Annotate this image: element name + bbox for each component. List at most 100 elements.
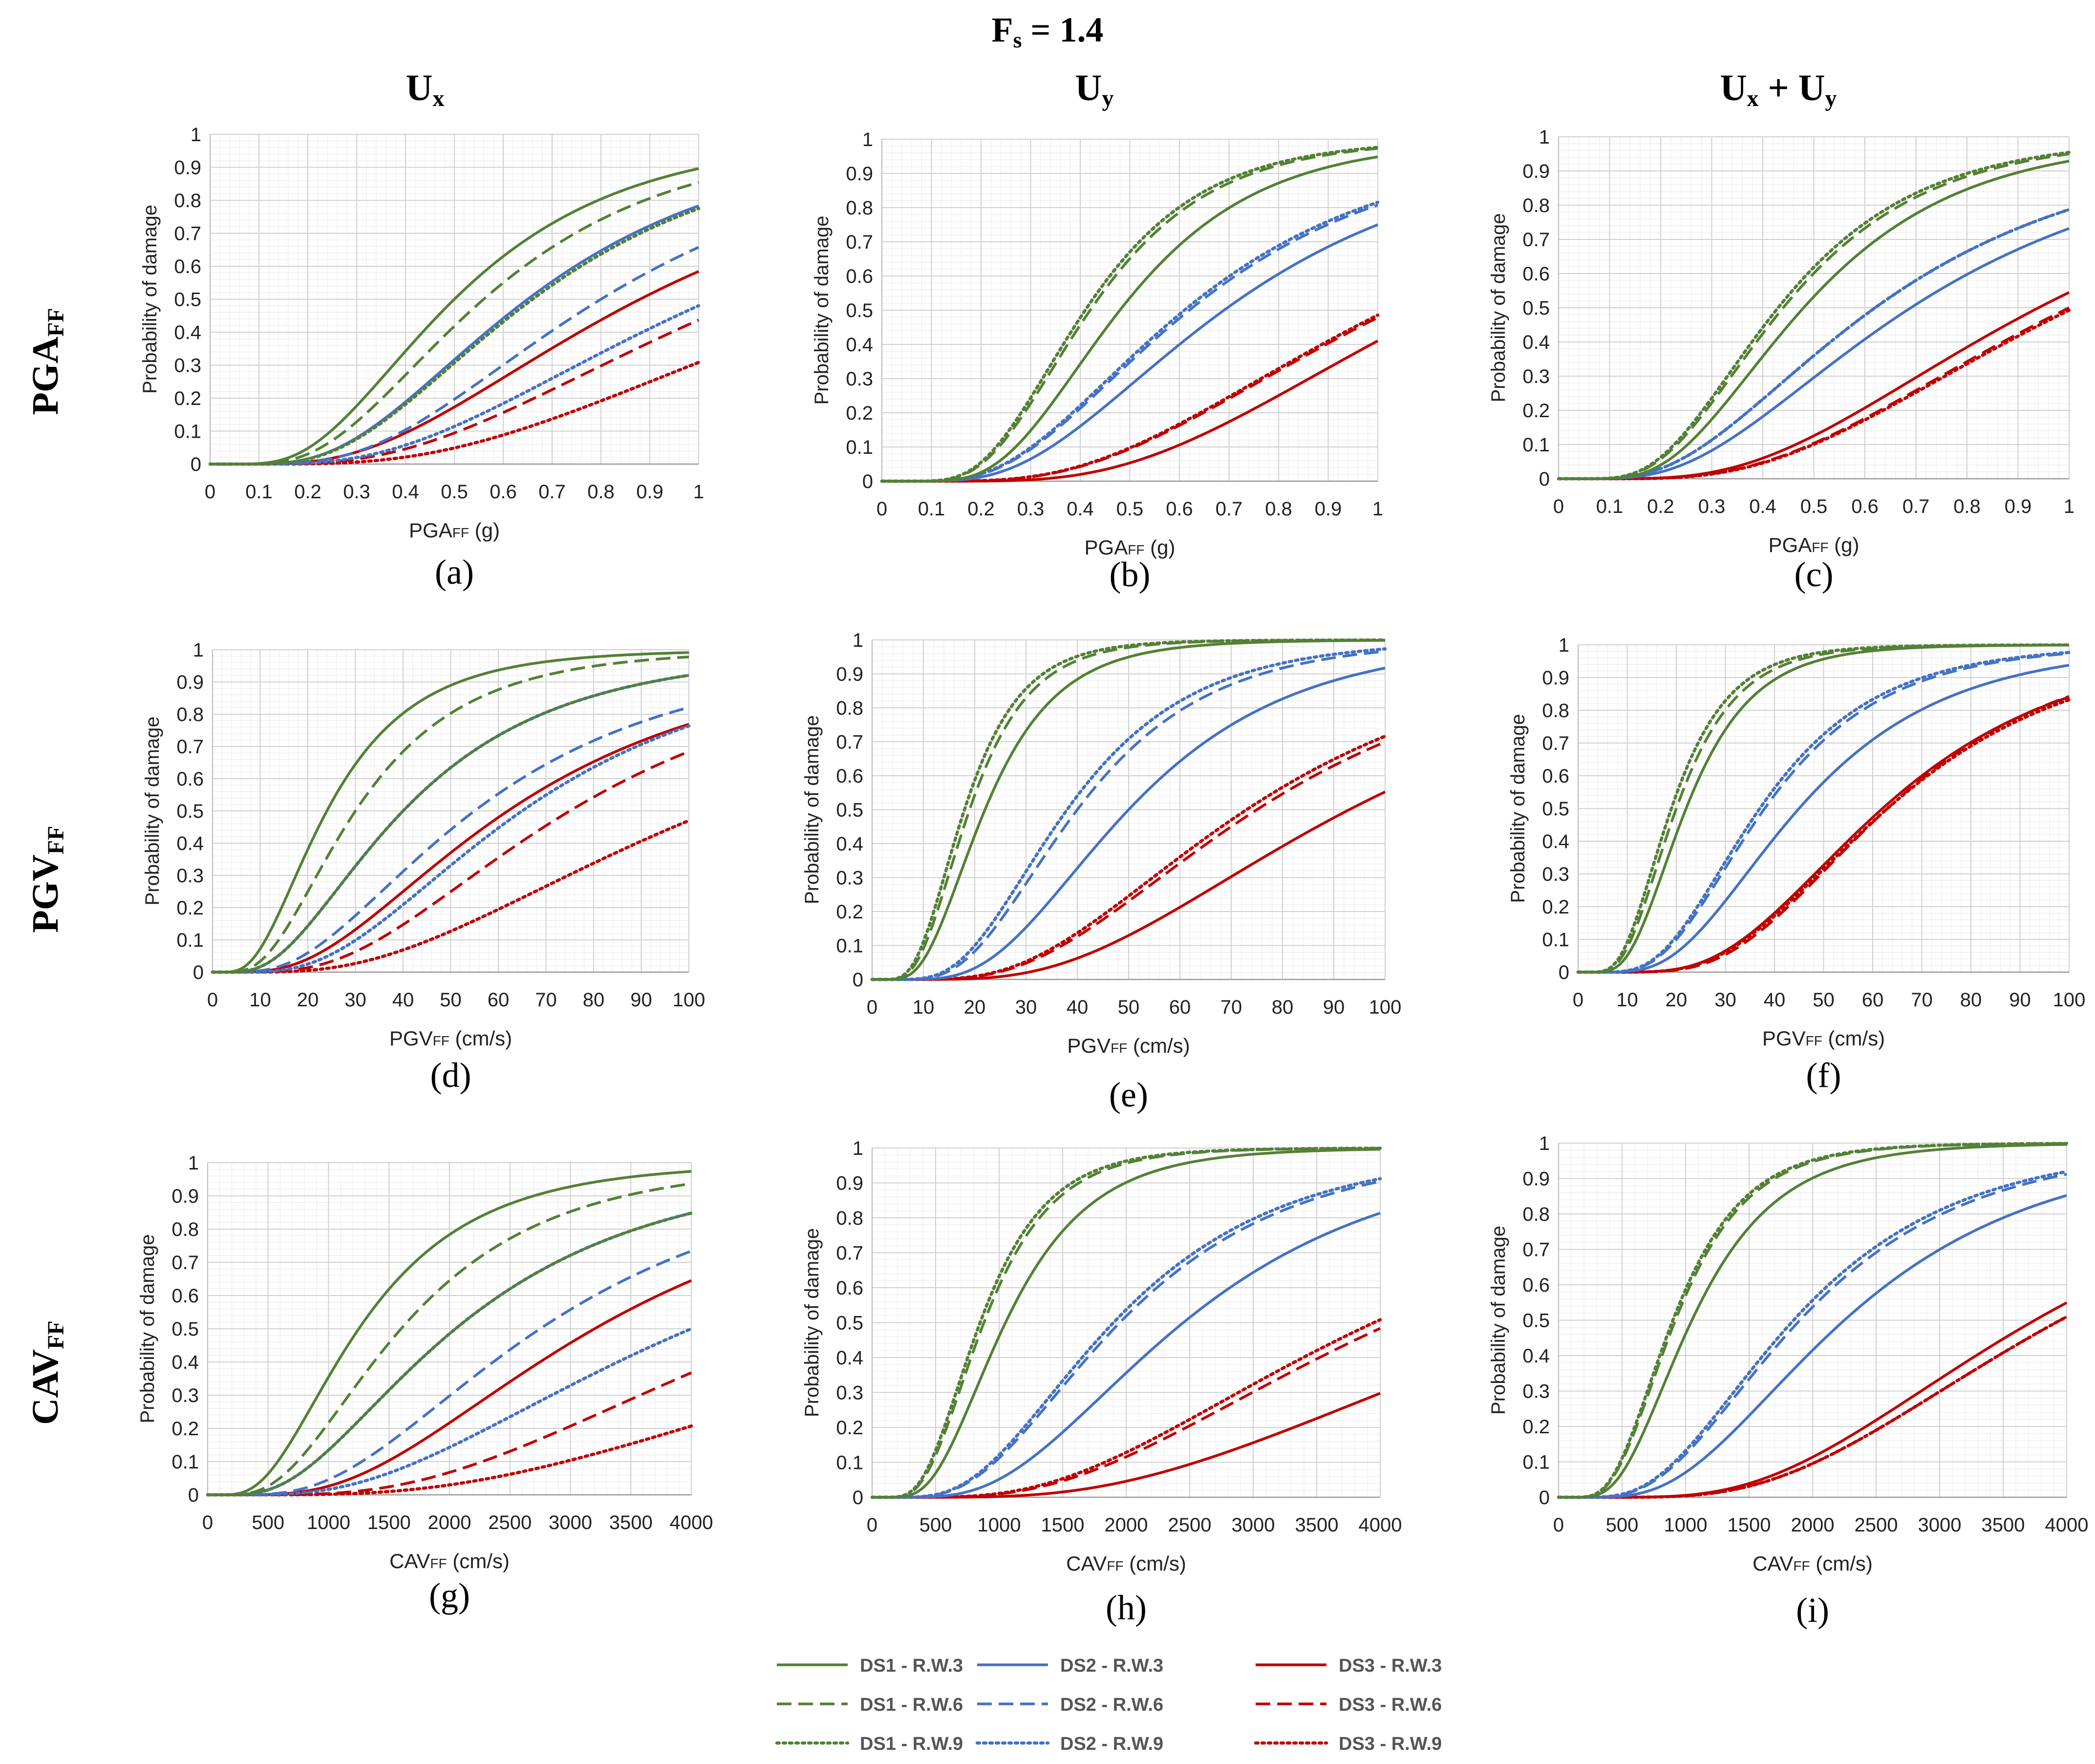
major-grid bbox=[210, 134, 699, 465]
x-tick-label: 0.8 bbox=[1953, 496, 1981, 517]
row-title-cav: CAVFF bbox=[25, 1320, 69, 1425]
y-tick-label: 0 bbox=[1539, 1487, 1550, 1509]
series-line-ds2-r-w-3 bbox=[872, 1211, 1381, 1499]
x-tick-label: 0.7 bbox=[538, 481, 566, 503]
y-tick-label: 0.7 bbox=[1522, 229, 1550, 251]
x-tick-label: 3000 bbox=[1232, 1514, 1275, 1536]
y-tick-label: 0.4 bbox=[1542, 831, 1569, 852]
x-tick-label: 1 bbox=[1372, 498, 1383, 520]
series-line-ds3-r-w-6 bbox=[1559, 306, 2070, 480]
y-tick-label: 0.1 bbox=[846, 437, 873, 458]
series-group bbox=[208, 167, 701, 466]
column-title-uy: Uy bbox=[1075, 67, 1114, 111]
x-tick-label: 1 bbox=[693, 481, 704, 503]
series-group bbox=[206, 1170, 693, 1497]
y-tick-label: 0.8 bbox=[1522, 195, 1550, 216]
y-tick-label: 1 bbox=[1559, 635, 1569, 656]
x-tick-label: 3000 bbox=[1918, 1514, 1962, 1536]
panel-e: 0 10 20 30 40 50 60 70 80 90 100 0 0.1 0.2 0.3 0.4 0.5 0.… bbox=[801, 630, 1401, 1114]
y-tick-label: 0 bbox=[191, 454, 201, 475]
x-tick-label: 0 bbox=[205, 481, 215, 503]
y-tick-label: 0 bbox=[1559, 962, 1569, 983]
y-tick-label: 0.8 bbox=[174, 190, 201, 212]
x-tick-label: 2000 bbox=[428, 1512, 471, 1533]
y-tick-label: 0.3 bbox=[1542, 864, 1569, 885]
y-tick-label: 0.1 bbox=[171, 1451, 199, 1473]
y-tick-label: 0.3 bbox=[846, 368, 873, 390]
y-tick-label: 0.2 bbox=[846, 403, 873, 424]
y-axis-title: Probability of damage bbox=[811, 216, 833, 405]
y-tick-label: 0 bbox=[188, 1485, 199, 1506]
y-tick-label: 1 bbox=[193, 639, 204, 661]
y-tick-label: 0.2 bbox=[836, 901, 863, 923]
y-tick-label: 0.5 bbox=[1522, 1310, 1550, 1332]
y-tick-label: 0.7 bbox=[1542, 733, 1569, 754]
series-line-ds2-r-w-6 bbox=[872, 1180, 1381, 1499]
x-tick-label: 0 bbox=[1553, 1514, 1564, 1536]
series-line-ds2-r-w-9 bbox=[208, 304, 701, 466]
x-tick-label: 0 bbox=[1553, 496, 1564, 517]
panel-b: 0 0.1 0.2 0.3 0.4 0.5 0.6 0.7 0.8 0.9 1 0 0.1 0.2 0.3 0… bbox=[811, 129, 1383, 594]
panel-g: 0 500 1000 1500 2000 2500 3000 3500 4000 0 0.1 0.2 0… bbox=[137, 1152, 713, 1615]
row-title-pga: PGAFF bbox=[25, 308, 69, 415]
x-tick-label: 3500 bbox=[609, 1512, 653, 1533]
y-tick-label: 0.2 bbox=[176, 897, 204, 919]
y-tick-label: 0.4 bbox=[836, 1347, 863, 1369]
y-tick-label: 0.6 bbox=[1522, 263, 1550, 285]
y-tick-label: 0.4 bbox=[176, 833, 204, 854]
y-tick-label: 1 bbox=[853, 1138, 863, 1159]
x-tick-label: 0.5 bbox=[441, 481, 468, 503]
x-tick-label: 2000 bbox=[1105, 1514, 1148, 1536]
y-axis-title: Probability of damage bbox=[142, 717, 163, 906]
series-line-ds1-r-w-3 bbox=[1578, 643, 2070, 974]
series-line-ds1-r-w-3 bbox=[882, 155, 1378, 483]
x-tick-label: 10 bbox=[249, 989, 271, 1011]
y-tick-label: 0.1 bbox=[1542, 929, 1569, 951]
series-line-ds1-r-w-3 bbox=[213, 651, 689, 974]
y-tick-label: 0.5 bbox=[1542, 798, 1569, 820]
series-line-ds2-r-w-9 bbox=[206, 1327, 693, 1497]
x-axis-title: CAVFF (cm/s) bbox=[1066, 1552, 1186, 1575]
x-tick-label: 70 bbox=[1220, 997, 1242, 1018]
panel-label: (a) bbox=[435, 553, 474, 592]
y-tick-label: 0.4 bbox=[174, 322, 201, 343]
x-tick-label: 70 bbox=[535, 989, 557, 1011]
x-tick-label: 500 bbox=[1606, 1514, 1639, 1536]
panel-c: 0 0.1 0.2 0.3 0.4 0.5 0.6 0.7 0.8 0.9 1 0 0.1 0.2 0.3 0… bbox=[1488, 127, 2074, 594]
y-tick-label: 0.9 bbox=[174, 157, 201, 179]
legend-item: DS3 - R.W.3 bbox=[1256, 1656, 1442, 1676]
series-line-ds3-r-w-6 bbox=[872, 741, 1386, 981]
series-group bbox=[1557, 150, 2071, 481]
series-line-ds1-r-w-9 bbox=[870, 1147, 1382, 1499]
x-tick-label: 90 bbox=[630, 989, 652, 1011]
y-tick-label: 0.6 bbox=[171, 1285, 199, 1307]
series-line-ds2-r-w-6 bbox=[210, 246, 700, 466]
y-tick-label: 0.6 bbox=[174, 256, 201, 277]
series-line-ds1-r-w-9 bbox=[208, 207, 701, 466]
x-tick-label: 0 bbox=[207, 989, 218, 1011]
panel-i: 0 500 1000 1500 2000 2500 3000 3500 4000 0 0.1 0.2 0… bbox=[1488, 1133, 2088, 1630]
x-tick-label: 2500 bbox=[488, 1512, 532, 1533]
series-line-ds1-r-w-3 bbox=[872, 1148, 1381, 1499]
y-tick-label: 0.1 bbox=[836, 1452, 863, 1474]
panel-label: (d) bbox=[430, 1056, 471, 1095]
y-tick-label: 0.8 bbox=[1522, 1204, 1550, 1225]
legend-item: DS2 - R.W.3 bbox=[977, 1656, 1163, 1676]
series-line-ds3-r-w-6 bbox=[882, 316, 1379, 483]
x-tick-label: 80 bbox=[1272, 997, 1294, 1018]
y-axis-title: Probability of damage bbox=[801, 715, 823, 904]
x-tick-label: 40 bbox=[392, 989, 414, 1011]
x-tick-label: 3500 bbox=[1295, 1514, 1339, 1536]
x-axis-title: PGAFF (g) bbox=[1085, 536, 1176, 559]
panel-label: (h) bbox=[1106, 1588, 1147, 1627]
x-tick-label: 0 bbox=[867, 997, 877, 1018]
x-tick-label: 0.9 bbox=[2005, 496, 2032, 517]
major-grid bbox=[212, 649, 689, 973]
y-axis-title: Probability of damage bbox=[1507, 714, 1529, 903]
series-line-ds1-r-w-3 bbox=[872, 639, 1386, 981]
y-tick-label: 1 bbox=[853, 630, 863, 651]
x-tick-label: 3000 bbox=[549, 1512, 592, 1533]
x-tick-label: 70 bbox=[1911, 989, 1933, 1011]
y-tick-label: 0.4 bbox=[171, 1352, 199, 1373]
panel-label: (f) bbox=[1806, 1056, 1841, 1095]
